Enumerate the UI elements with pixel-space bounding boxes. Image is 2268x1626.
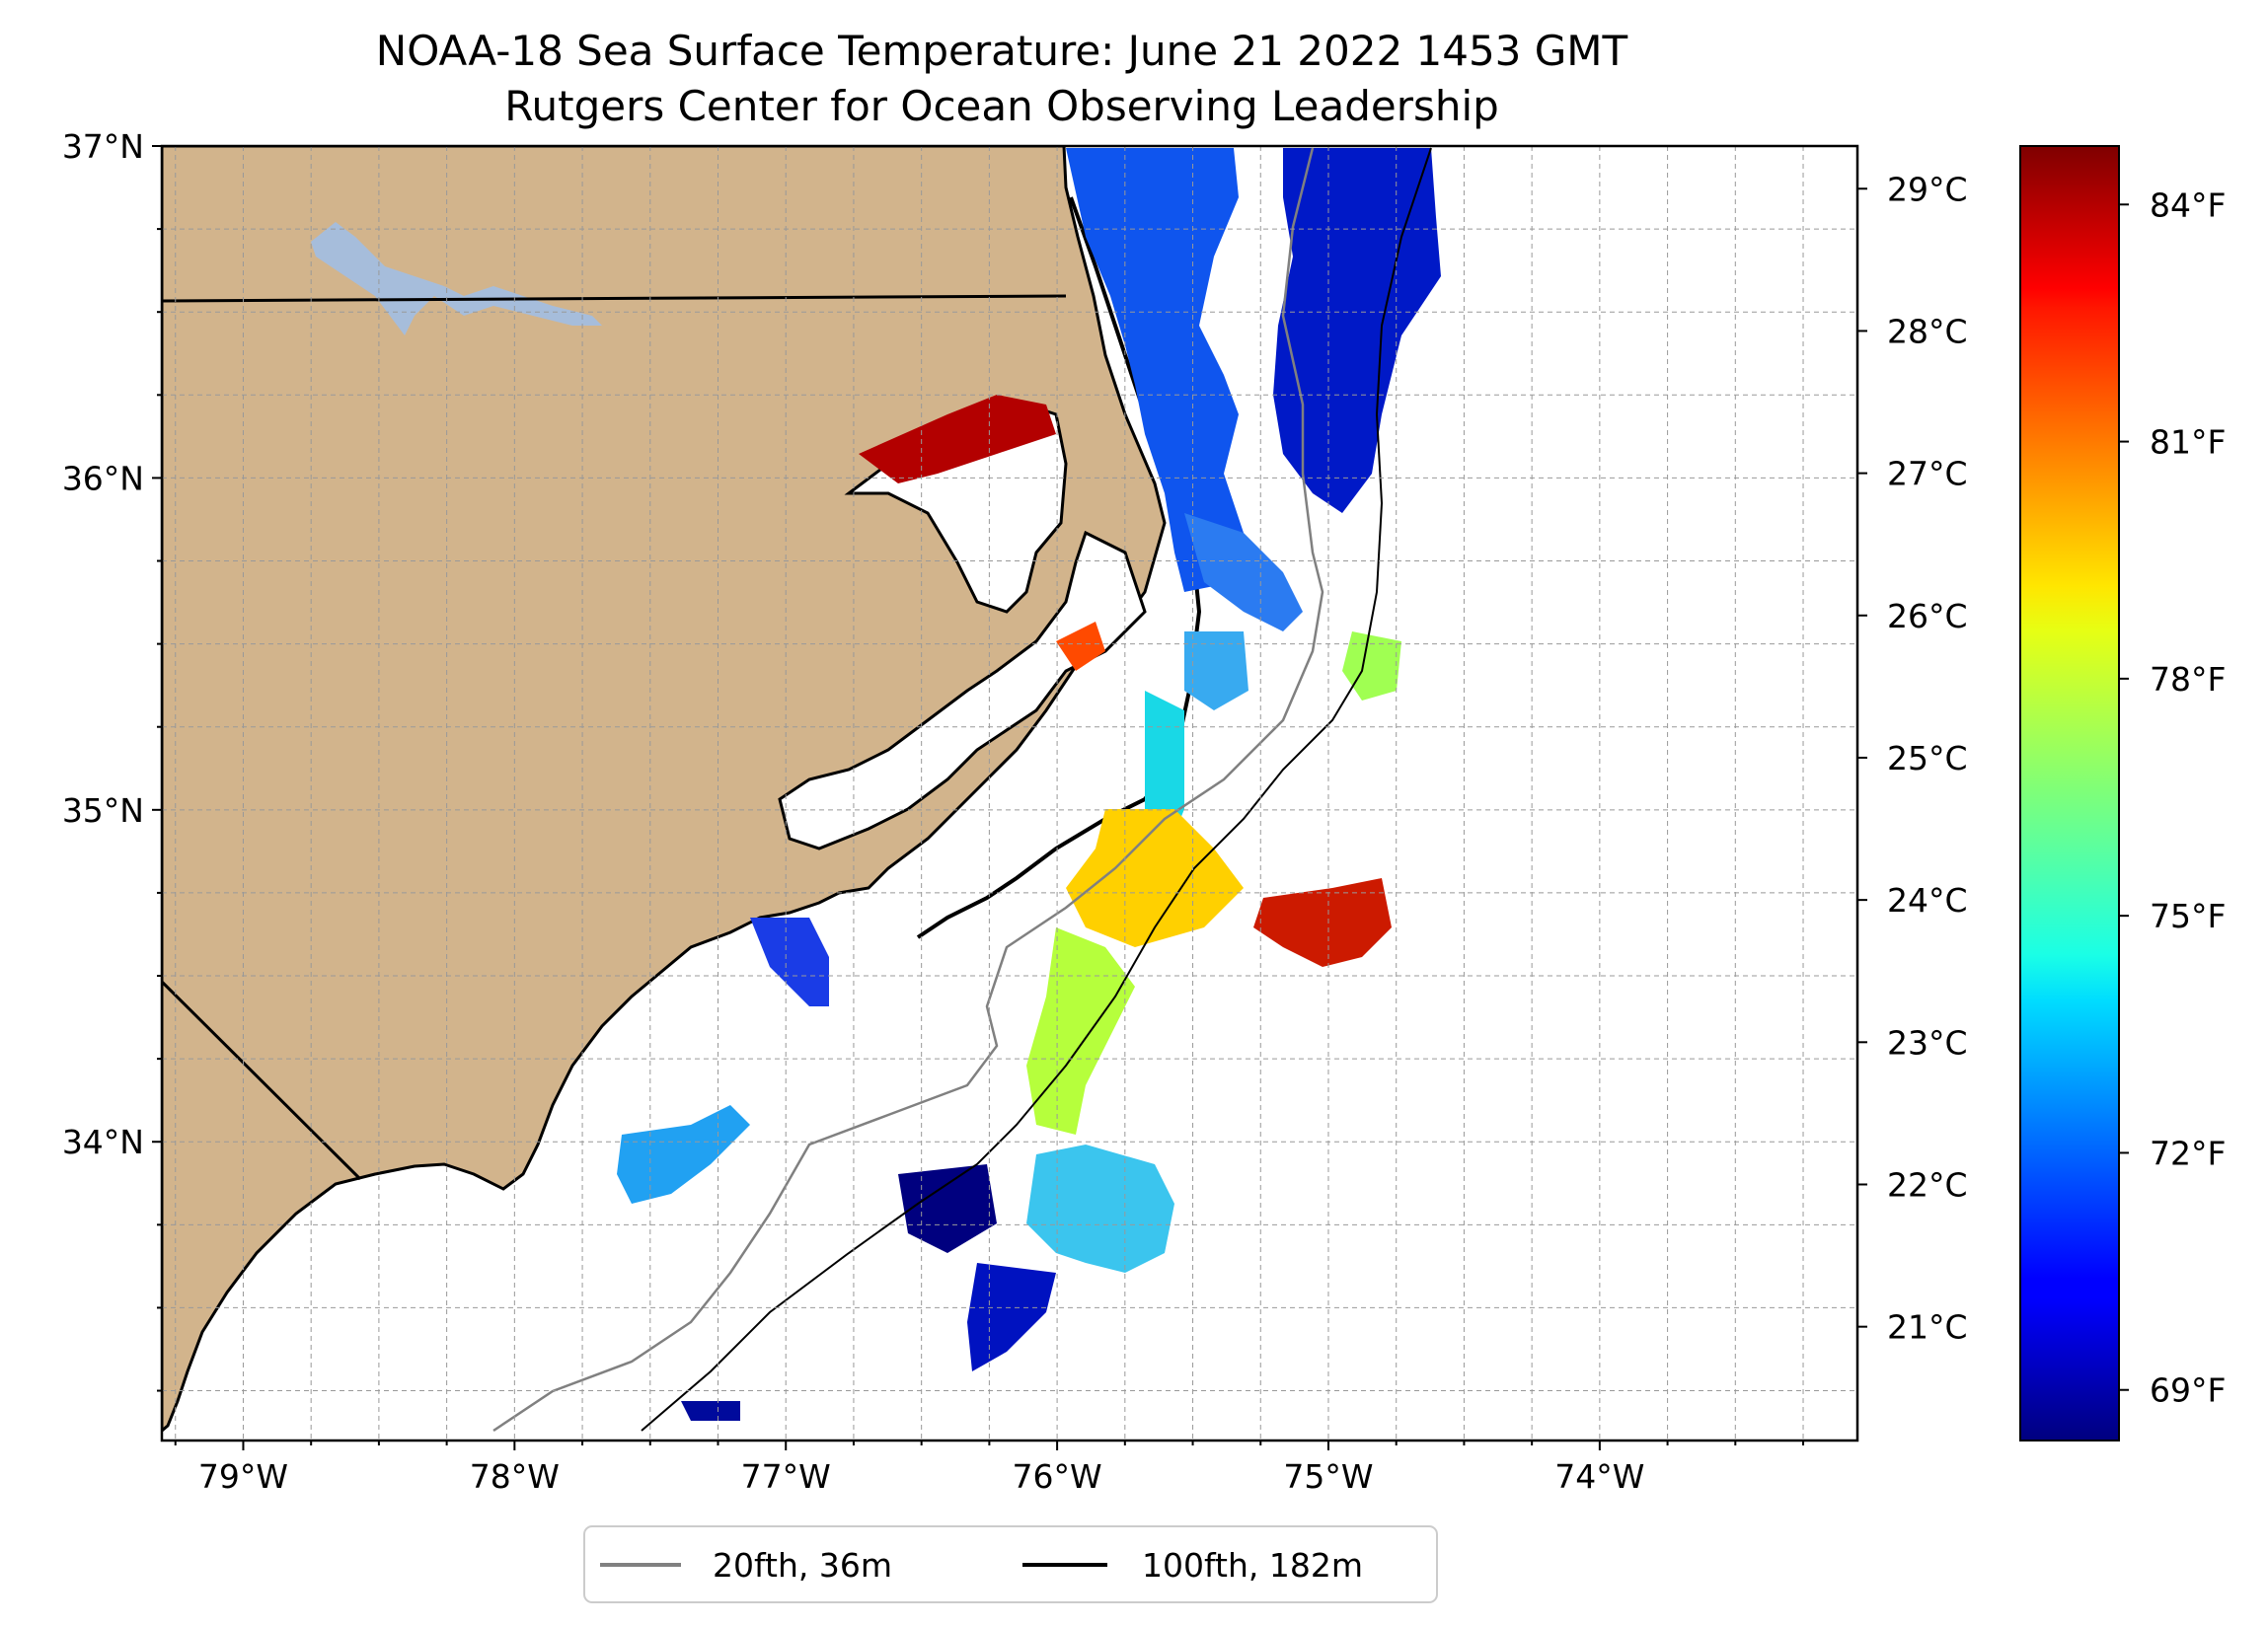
sst-patch [681, 1401, 740, 1421]
latitude-axis: 37°N 36°N 35°N 34°N [62, 127, 162, 1392]
longitude-axis: 79°W 78°W 77°W 76°W 75°W 74°W [174, 1441, 1805, 1496]
lon-tick-label: 74°W [1554, 1457, 1644, 1496]
sst-patch [898, 1164, 997, 1253]
isobath-20fth [492, 147, 1324, 1433]
state-boundary-nc-sc [162, 980, 362, 1181]
sst-patch [1184, 631, 1248, 710]
celsius-tick-label: 24°C [1887, 881, 1968, 920]
sst-patch [967, 1263, 1056, 1371]
sst-patch [750, 918, 829, 1006]
celsius-tick-label: 29°C [1887, 170, 1968, 208]
lat-tick-label: 34°N [62, 1123, 144, 1161]
celsius-tick-label: 22°C [1887, 1165, 1968, 1204]
legend: 20fth, 36m 100fth, 182m [583, 1525, 1438, 1603]
isobath-100fth [641, 147, 1432, 1432]
celsius-tick-label: 25°C [1887, 739, 1968, 777]
fahrenheit-tick-label: 78°F [2150, 660, 2226, 699]
celsius-tick-label: 27°C [1887, 455, 1968, 493]
colorbar: 29°C 28°C 27°C 26°C 25°C 24°C 23°C 22°C 21°C 84°… [1857, 145, 2226, 1441]
sst-patch [1184, 513, 1303, 631]
lat-tick-label: 36°N [62, 459, 144, 497]
lon-tick-label: 79°W [198, 1457, 288, 1496]
fahrenheit-tick-label: 84°F [2150, 185, 2226, 224]
colorbar-celsius-axis: 29°C 28°C 27°C 26°C 25°C 24°C 23°C 22°C 21°C [1857, 170, 1968, 1347]
sst-patch [1056, 622, 1105, 671]
fahrenheit-tick-label: 75°F [2150, 897, 2226, 935]
lon-tick-label: 77°W [741, 1457, 831, 1496]
celsius-tick-label: 23°C [1887, 1023, 1968, 1062]
sst-patch [859, 395, 1056, 483]
lon-tick-label: 78°W [470, 1457, 560, 1496]
legend-label-20fth: 20fth, 36m [713, 1546, 892, 1585]
sst-patch [1342, 631, 1401, 701]
legend-label-100fth: 100fth, 182m [1142, 1546, 1363, 1585]
lon-tick-label: 75°W [1283, 1457, 1373, 1496]
map-title: NOAA-18 Sea Surface Temperature: June 21… [376, 27, 1628, 75]
lat-tick-label: 37°N [62, 127, 144, 166]
sst-patch [1026, 1145, 1174, 1273]
pamlico-sound [778, 530, 1147, 850]
map-subtitle: Rutgers Center for Ocean Observing Leade… [504, 82, 1499, 130]
fahrenheit-tick-label: 81°F [2150, 423, 2226, 462]
celsius-tick-label: 21°C [1887, 1308, 1968, 1347]
map-area [162, 146, 1857, 1441]
sst-patch [1066, 148, 1244, 592]
gridlines [162, 146, 1857, 1441]
state-boundary-va-nc [162, 294, 1067, 303]
lon-tick-label: 76°W [1013, 1457, 1102, 1496]
sst-patch [1253, 878, 1392, 967]
celsius-tick-label: 26°C [1887, 597, 1968, 635]
colorbar-fahrenheit-axis: 84°F 81°F 78°F 75°F 72°F 69°F [2119, 185, 2226, 1410]
sst-patch [1066, 809, 1244, 947]
colorbar-gradient [2019, 145, 2120, 1441]
fahrenheit-tick-label: 69°F [2150, 1371, 2226, 1410]
lake [311, 222, 602, 335]
fahrenheit-tick-label: 72°F [2150, 1134, 2226, 1172]
sst-patch [1026, 927, 1135, 1135]
legend-box [583, 1525, 1438, 1603]
sst-patches [617, 148, 1441, 1421]
map-frame [160, 144, 1859, 1442]
lat-tick-label: 35°N [62, 791, 144, 830]
celsius-tick-label: 28°C [1887, 312, 1968, 350]
sst-patch [1273, 148, 1441, 513]
